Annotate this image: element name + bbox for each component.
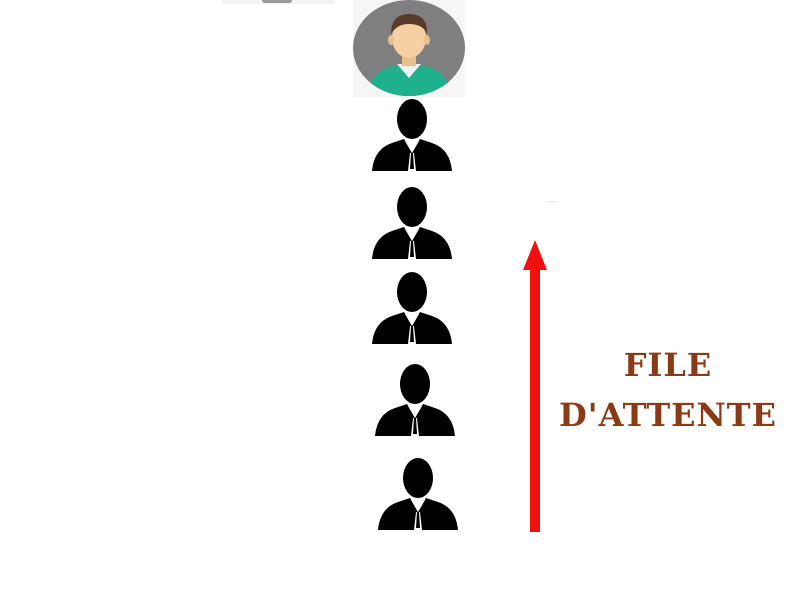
waiting-person-4-icon bbox=[373, 362, 457, 436]
queue-label: FILE D'ATTENTE bbox=[558, 340, 778, 440]
waiting-person-2-icon bbox=[370, 185, 454, 259]
waiting-person-3-icon bbox=[370, 270, 454, 344]
faint-mark bbox=[546, 201, 558, 202]
cropped-avatar-fragment bbox=[222, 0, 334, 4]
queue-label-line1: FILE bbox=[623, 346, 713, 384]
waiting-person-5-icon bbox=[376, 456, 460, 530]
waiting-person-1-icon bbox=[370, 97, 454, 171]
queue-label-line2: D'ATTENTE bbox=[559, 396, 777, 434]
queue-direction-arrow-icon bbox=[520, 240, 550, 532]
served-person-avatar-icon bbox=[353, 0, 465, 97]
